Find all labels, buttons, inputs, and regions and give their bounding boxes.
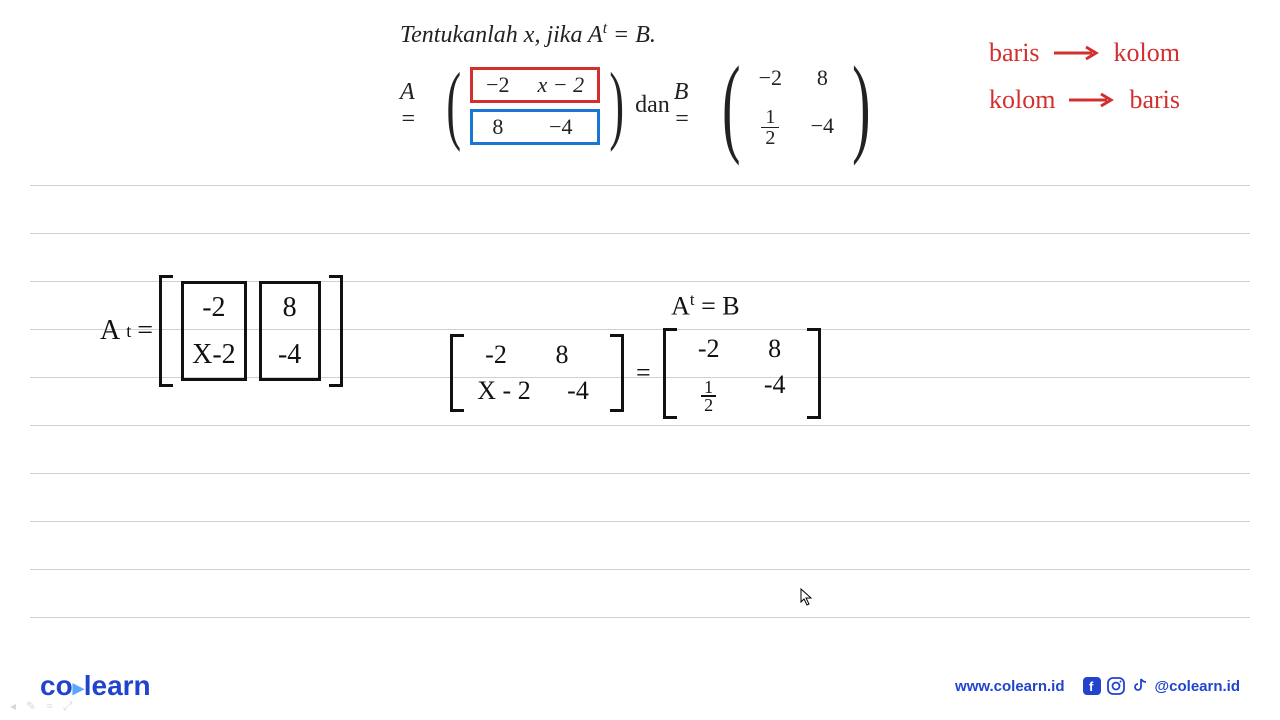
- bracket-left: [450, 334, 464, 412]
- paren-left: (: [446, 68, 461, 143]
- w1c1r1: -2: [194, 288, 234, 327]
- prev-icon[interactable]: ◂: [10, 699, 16, 714]
- A-r1c1: −2: [479, 72, 517, 98]
- instagram-icon[interactable]: [1107, 677, 1125, 695]
- B-r1c2: 8: [803, 65, 841, 91]
- logo-dot: ▸: [73, 675, 84, 700]
- svg-text:f: f: [1089, 679, 1094, 694]
- facebook-icon[interactable]: f: [1083, 677, 1101, 695]
- bracket-left: [159, 275, 173, 387]
- w2-A: A: [671, 292, 690, 321]
- B-r2c1: 12: [751, 103, 789, 148]
- B-r1c1: −2: [751, 65, 789, 91]
- L-r1c2: 8: [540, 340, 584, 370]
- w1c2r2: -4: [270, 335, 310, 374]
- work2-rhs-matrix: -2 8 12 -4: [663, 328, 821, 419]
- R-r1c2: 8: [753, 334, 797, 364]
- bracket-right: [329, 275, 343, 387]
- social-icons: f @colearn.id: [1083, 677, 1240, 695]
- paren-left-b: (: [722, 59, 740, 153]
- A-r1c2: x − 2: [531, 72, 591, 98]
- title-mid: , jika: [534, 22, 588, 48]
- work1-col1: -2 X-2: [181, 281, 247, 381]
- matrix-definitions: A = ( −2 x − 2 8 −4 ) dan B = ( −2: [400, 59, 880, 153]
- cursor-icon: [800, 588, 814, 611]
- footer-right: www.colearn.id f @colearn.id: [955, 677, 1240, 695]
- handwritten-notes: baris kolom kolom baris: [989, 30, 1180, 124]
- B-r2c2: −4: [803, 113, 841, 139]
- tiktok-icon[interactable]: [1131, 677, 1149, 695]
- work2-eq: =: [636, 358, 651, 388]
- A-label: A =: [400, 79, 435, 133]
- note1-right: kolom: [1114, 30, 1180, 77]
- arrow-icon: [1052, 45, 1102, 61]
- logo-learn: learn: [84, 670, 151, 701]
- L-r2c2: -4: [556, 376, 600, 406]
- player-controls[interactable]: ◂ ✎ ≡ ⤢: [10, 699, 72, 714]
- R-r1c1: -2: [687, 334, 731, 364]
- A-r2c2: −4: [531, 114, 591, 140]
- paren-right-b: ): [853, 59, 871, 153]
- matrix-A-row2: 8 −4: [470, 109, 600, 145]
- work1-matrix: -2 X-2 8 -4: [159, 275, 343, 387]
- footer-handle[interactable]: @colearn.id: [1155, 678, 1240, 695]
- w1c1r2: X-2: [192, 335, 236, 374]
- work2-lhs-matrix: -2 8 X - 2 -4: [450, 334, 624, 412]
- matrix-B-row1: −2 8: [751, 63, 841, 93]
- R-r2c2: -4: [753, 370, 797, 413]
- work1-sup: t: [126, 321, 131, 342]
- note2-right: baris: [1129, 77, 1180, 124]
- work1-col2: 8 -4: [259, 281, 321, 381]
- problem-statement: Tentukanlah x, jika At = B. A = ( −2 x −…: [400, 20, 880, 153]
- note-line-1: baris kolom: [989, 30, 1180, 77]
- work-equation: At = B -2 8 X - 2 -4 = -2 8 12 -4: [450, 290, 821, 419]
- pen-icon[interactable]: ✎: [26, 699, 36, 714]
- bracket-right: [610, 334, 624, 412]
- A-r2c1: 8: [479, 114, 517, 140]
- arrow-icon: [1067, 92, 1117, 108]
- brand-logo: co▸learn: [40, 670, 151, 702]
- logo-co: co: [40, 670, 73, 701]
- work1-eq: =: [137, 315, 153, 347]
- w2-rest: = B: [695, 292, 740, 321]
- L-r2c1: X - 2: [474, 376, 534, 406]
- expand-icon[interactable]: ⤢: [63, 699, 73, 714]
- matrix-B: ( −2 8 12 −4 ): [713, 59, 880, 153]
- bracket-left: [663, 328, 677, 419]
- footer: co▸learn www.colearn.id f @colearn.id: [0, 670, 1280, 702]
- bracket-right: [807, 328, 821, 419]
- work-transpose: At = -2 X-2 8 -4: [100, 275, 343, 387]
- title-A: A: [588, 22, 603, 48]
- title-rhs: = B.: [607, 22, 656, 48]
- matrix-A-row1: −2 x − 2: [470, 67, 600, 103]
- w1c2r1: 8: [270, 288, 310, 327]
- title-prefix: Tentukanlah: [400, 22, 524, 48]
- note1-left: baris: [989, 30, 1040, 77]
- L-r1c1: -2: [474, 340, 518, 370]
- dan-label: dan: [635, 92, 670, 119]
- footer-url[interactable]: www.colearn.id: [955, 678, 1064, 695]
- matrix-A: ( −2 x − 2 8 −4 ): [439, 63, 632, 149]
- B-label: B =: [674, 79, 709, 133]
- work1-A: A: [100, 315, 120, 347]
- problem-title: Tentukanlah x, jika At = B.: [400, 20, 880, 49]
- R-r2c1: 12: [687, 370, 731, 413]
- note-line-2: kolom baris: [989, 77, 1180, 124]
- matrix-B-row2: 12 −4: [751, 103, 841, 148]
- menu-icon[interactable]: ≡: [46, 699, 53, 714]
- paren-right: ): [609, 68, 624, 143]
- work2-title: At = B: [590, 290, 821, 322]
- note2-left: kolom: [989, 77, 1055, 124]
- title-var: x: [524, 22, 535, 48]
